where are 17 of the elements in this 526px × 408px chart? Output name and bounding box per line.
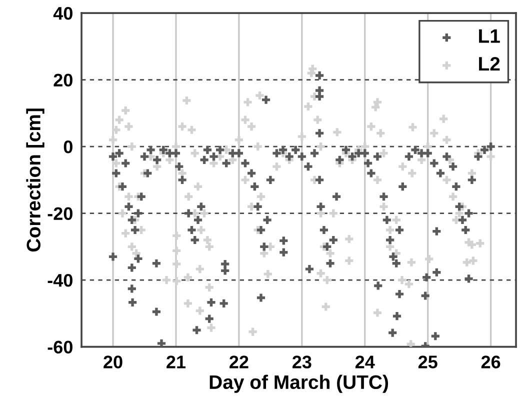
x-axis-title: Day of March (UTC) [210, 374, 388, 393]
legend-label: L2 [479, 56, 500, 71]
y-tick-label: -20 [48, 207, 72, 220]
x-tick-label: 20 [104, 356, 122, 368]
y-tick-label: -60 [48, 340, 72, 354]
x-tick-label: 24 [355, 356, 375, 368]
y-tick-label: 20 [54, 74, 72, 87]
x-tick-label: 25 [418, 356, 438, 368]
y-tick-label: 0 [64, 140, 72, 154]
x-tick-label: 21 [166, 356, 186, 368]
y-tick-label: 40 [53, 6, 72, 20]
x-tick-label: 26 [481, 356, 500, 368]
legend-label: L1 [479, 29, 500, 43]
x-tick-label: 22 [230, 356, 248, 368]
x-tick-label: 23 [292, 356, 312, 368]
y-axis-title: Correction [cm] [26, 108, 44, 252]
y-tick-label: -40 [48, 274, 72, 287]
